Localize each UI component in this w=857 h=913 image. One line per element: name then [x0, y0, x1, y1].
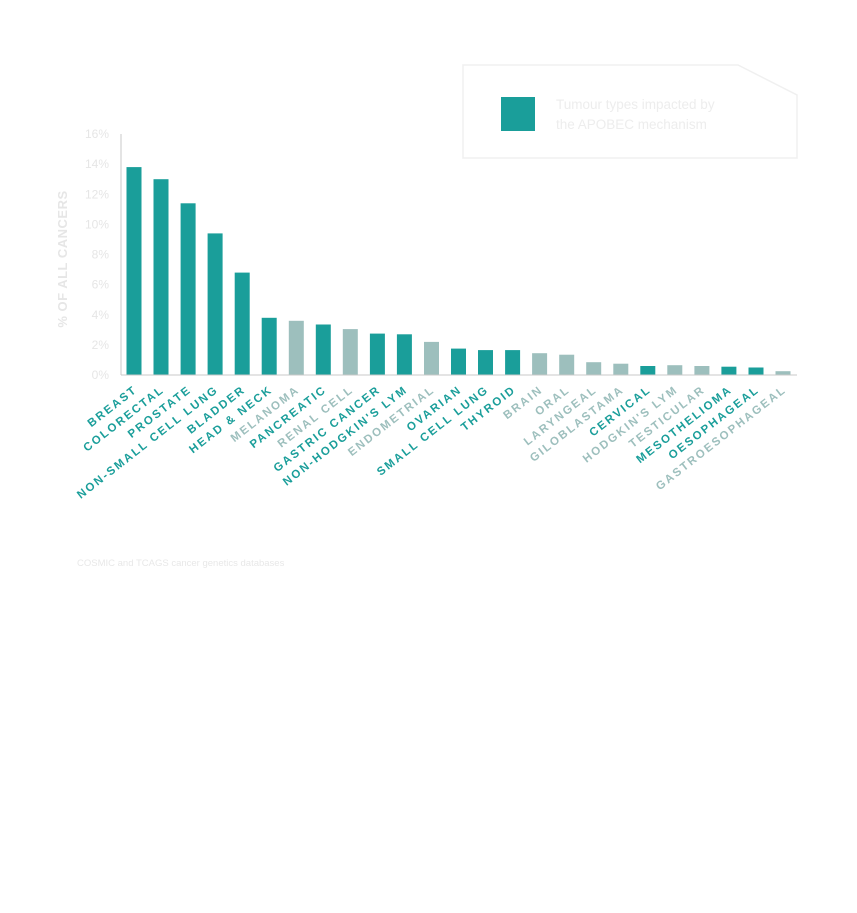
legend-box — [462, 64, 798, 159]
y-tick-label: 0% — [92, 368, 110, 382]
legend-label-line-1: Tumour types impacted by — [556, 97, 715, 112]
bar — [288, 320, 304, 375]
bar — [505, 350, 521, 375]
legend: Tumour types impacted by the APOBEC mech… — [462, 64, 798, 159]
bar — [369, 333, 385, 375]
bar — [775, 371, 791, 375]
bar — [126, 167, 142, 375]
bar — [667, 365, 683, 375]
y-tick-label: 14% — [85, 157, 109, 171]
bar — [613, 363, 629, 375]
y-tick-label: 2% — [92, 338, 110, 352]
bar — [424, 341, 439, 375]
bar — [153, 179, 169, 375]
bar — [694, 366, 710, 375]
y-tick-label: 8% — [92, 248, 110, 262]
bars — [126, 167, 791, 375]
bar — [748, 367, 764, 375]
bar — [207, 233, 223, 375]
y-tick-label: 10% — [85, 217, 109, 231]
bar — [234, 272, 250, 375]
bar — [640, 366, 656, 375]
bar — [478, 350, 493, 375]
bar — [559, 354, 575, 375]
bar — [315, 324, 331, 375]
y-tick-label: 12% — [85, 187, 109, 201]
bar — [721, 366, 737, 375]
bar — [180, 203, 196, 375]
bar — [532, 353, 548, 375]
bar — [586, 362, 602, 375]
bar — [396, 334, 412, 375]
y-tick-label: 6% — [92, 278, 110, 292]
legend-label-line-2: the APOBEC mechanism — [556, 117, 707, 132]
legend-swatch — [501, 97, 535, 131]
y-tick-label: 16% — [85, 127, 109, 141]
y-tick-label: 4% — [92, 308, 110, 322]
y-axis-label: % OF ALL CANCERS — [55, 190, 70, 327]
bar — [451, 348, 466, 375]
bar — [342, 329, 358, 375]
bar — [261, 317, 277, 375]
y-axis-ticks: 0% 2% 4% 6% 8% 10% 12% 14% 16% — [85, 127, 109, 382]
source-note: COSMIC and TCAGS cancer genetics databas… — [77, 558, 285, 569]
